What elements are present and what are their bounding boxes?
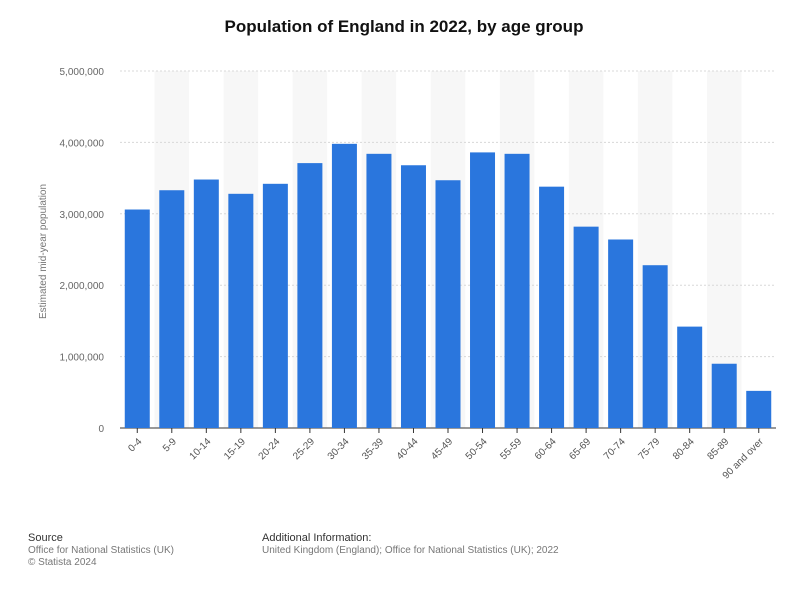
additional-info-heading: Additional Information: <box>262 532 372 544</box>
additional-info-block: Additional Information: United Kingdom (… <box>262 532 559 557</box>
x-tick-label: 40-44 <box>395 436 421 462</box>
chart-title: Population of England in 2022, by age gr… <box>224 17 584 36</box>
bar <box>435 180 461 428</box>
bar <box>297 163 323 428</box>
y-tick-label: 2,000,000 <box>60 281 105 292</box>
x-tick-label: 70-74 <box>602 436 628 462</box>
source-heading: Source <box>28 532 63 544</box>
bar <box>608 239 634 428</box>
x-tick-label: 80-84 <box>671 436 697 462</box>
bar <box>677 326 703 428</box>
x-tick-label: 50-54 <box>464 436 490 462</box>
y-tick-label: 5,000,000 <box>60 67 105 78</box>
bar <box>228 193 254 428</box>
x-tick-label: 45-49 <box>429 436 455 462</box>
bar-chart: 0 1,000,000 2,000,000 3,000,000 4,000,000 5,0… <box>38 67 776 481</box>
bar <box>711 363 737 428</box>
source-name[interactable]: Office for National Statistics (UK) <box>28 545 174 556</box>
x-tick-label: 20-24 <box>257 436 283 462</box>
x-tick-label: 15-19 <box>222 436 248 462</box>
x-tick-label: 10-14 <box>188 436 214 462</box>
bar <box>400 165 426 429</box>
bar <box>573 226 599 428</box>
additional-info-text: United Kingdom (England); Office for Nat… <box>262 545 559 556</box>
y-axis-title: Estimated mid-year population <box>38 184 49 319</box>
bar <box>262 183 288 428</box>
bar <box>746 390 772 428</box>
y-tick-label: 3,000,000 <box>60 210 105 221</box>
source-block: Source Office for National Statistics (U… <box>28 532 174 569</box>
y-tick-label: 4,000,000 <box>60 138 105 149</box>
bar <box>124 209 150 428</box>
x-tick-label: 5-9 <box>161 436 179 454</box>
bar <box>539 186 565 428</box>
bar <box>470 152 496 428</box>
x-tick-label: 75-79 <box>636 436 662 462</box>
x-tick-label: 55-59 <box>498 436 524 462</box>
x-tick-label: 85-89 <box>705 436 731 462</box>
x-tick-label: 65-69 <box>567 436 593 462</box>
bar <box>642 265 668 428</box>
x-tick-label: 0-4 <box>126 436 144 454</box>
bar <box>366 153 392 428</box>
y-tick-label: 0 <box>98 424 104 435</box>
x-tick-label: 30-34 <box>326 436 352 462</box>
bar <box>159 190 185 428</box>
bar <box>331 143 357 428</box>
bar <box>504 153 530 428</box>
bar <box>193 179 219 428</box>
x-tick-label: 60-64 <box>533 436 559 462</box>
y-tick-label: 1,000,000 <box>60 353 105 364</box>
x-tick-label: 35-39 <box>360 436 386 462</box>
x-tick-label: 25-29 <box>291 436 317 462</box>
copyright: © Statista 2024 <box>28 557 97 568</box>
